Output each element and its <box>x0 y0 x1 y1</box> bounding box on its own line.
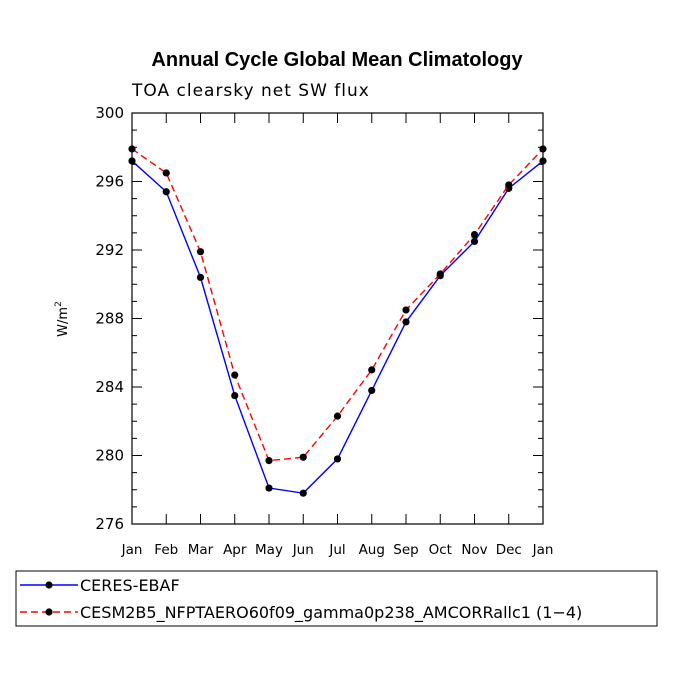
data-point <box>128 145 136 153</box>
data-point <box>128 157 136 165</box>
data-point <box>162 188 170 196</box>
x-tick-label: Jun <box>292 542 314 558</box>
x-tick-label: Nov <box>461 542 487 558</box>
data-point <box>299 453 307 461</box>
series-layer <box>128 145 547 497</box>
y-axis-label-text: W/m <box>56 307 71 337</box>
data-point <box>265 484 273 492</box>
data-point <box>333 455 342 463</box>
data-point <box>436 270 444 278</box>
data-point <box>368 386 376 395</box>
x-tick-label: Oct <box>429 542 452 558</box>
data-point <box>402 306 410 314</box>
legend-box <box>15 570 658 627</box>
data-point <box>402 318 410 326</box>
x-tick-label: Jan <box>532 542 554 558</box>
x-tick-label: Apr <box>223 542 247 558</box>
data-point <box>470 230 479 239</box>
series-line-1 <box>131 160 544 494</box>
legend: CERES-EBAF CESM2B5_NFPTAERO60f09_gamma0p2… <box>20 576 582 623</box>
ticks-layer: 276 280 284 288 292 296 300 Jan Feb Mar Apr May Jun J… <box>95 104 553 558</box>
x-tick-label: May <box>255 542 283 558</box>
y-tick-label: 276 <box>95 515 124 533</box>
y-tick-label: 292 <box>95 241 124 259</box>
x-tick-label: Mar <box>188 542 214 558</box>
data-point <box>539 145 547 153</box>
y-tick-label: 280 <box>95 447 124 465</box>
data-point <box>299 489 307 497</box>
y-tick-label: 296 <box>95 173 124 191</box>
x-tick-label: Feb <box>154 542 178 558</box>
data-point <box>231 371 239 379</box>
data-point <box>470 237 479 246</box>
data-point <box>333 412 342 420</box>
y-axis-label-superscript: 2 <box>54 301 64 307</box>
legend-label-2: CESM2B5_NFPTAERO60f09_gamma0p238_AMCORRa… <box>80 603 582 623</box>
y-tick-label: 284 <box>95 378 124 396</box>
y-tick-label: 288 <box>95 310 124 328</box>
chart-title: Annual Cycle Global Mean Climatology <box>151 49 523 71</box>
data-point <box>505 181 513 189</box>
data-point <box>231 391 239 400</box>
x-tick-label: Jul <box>328 542 345 558</box>
legend-marker <box>45 581 53 589</box>
legend-marker <box>45 608 53 616</box>
data-point <box>368 366 376 374</box>
data-point <box>196 273 205 281</box>
x-tick-label: Jan <box>121 542 143 558</box>
legend-label-1: CERES-EBAF <box>80 576 180 595</box>
data-point <box>162 169 170 177</box>
y-axis-label: W/m2 <box>54 301 71 337</box>
data-point <box>196 248 205 256</box>
data-point <box>539 157 547 165</box>
x-tick-label: Aug <box>359 542 385 558</box>
data-point <box>265 457 273 465</box>
x-tick-label: Sep <box>393 542 418 558</box>
y-tick-label: 300 <box>95 104 124 122</box>
x-tick-label: Dec <box>496 542 522 558</box>
chart-subtitle: TOA clearsky net SW flux <box>131 81 370 101</box>
